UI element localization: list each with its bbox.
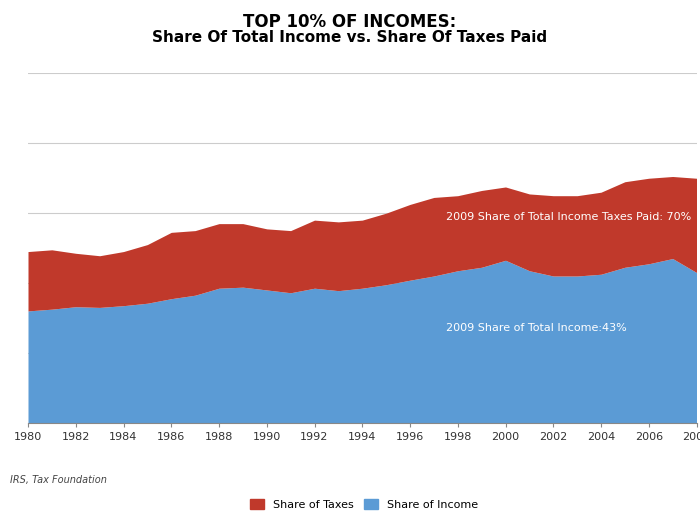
Text: Business Insider: Business Insider [10,445,151,460]
Text: Share Of Total Income vs. Share Of Taxes Paid: Share Of Total Income vs. Share Of Taxes… [153,30,547,46]
Legend: Share of Taxes, Share of Income: Share of Taxes, Share of Income [246,495,482,514]
Text: 2009 Share of Total Income:43%: 2009 Share of Total Income:43% [446,323,626,333]
Text: 2009 Share of Total Income Taxes Paid: 70%: 2009 Share of Total Income Taxes Paid: 7… [446,212,691,222]
Text: TOP 10% OF INCOMES:: TOP 10% OF INCOMES: [244,13,456,31]
Text: IRS, Tax Foundation: IRS, Tax Foundation [10,475,107,485]
